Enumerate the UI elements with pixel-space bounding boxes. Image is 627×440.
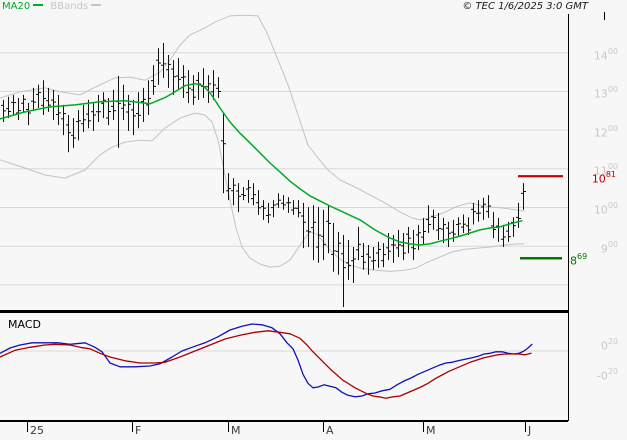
x-axis-month-label: F: [135, 424, 142, 437]
copyright-timestamp: © TEC 1/6/2025 3:0 GMT: [462, 1, 588, 12]
price-axis-label: 900: [600, 240, 618, 256]
ma20-legend-label: MA20: [2, 1, 31, 12]
support-value-label: 869: [570, 252, 588, 268]
macd-pane-title: MACD: [8, 318, 41, 331]
resistance-value-label: 1081: [591, 170, 616, 186]
bbands-legend-dash-icon: [91, 4, 102, 6]
price-axis-label: 1300: [593, 85, 618, 101]
price-axis-label: 1200: [593, 124, 618, 140]
price-axis-label: 1100: [593, 162, 618, 178]
x-axis-month-label: M: [426, 424, 436, 437]
price-axis-label: 1400: [593, 47, 618, 63]
price-axis-label: 1000: [593, 201, 618, 217]
macd-top-border: [0, 310, 568, 313]
macd-signal-line: [0, 330, 532, 399]
ma20-legend-dash-icon: [33, 4, 44, 6]
bbands-legend-label: BBands: [50, 1, 89, 12]
bollinger-upper-band: [0, 14, 525, 221]
x-axis-month-label: A: [326, 424, 334, 437]
macd-axis-label: 020: [600, 337, 618, 353]
macd-axis-label: -020: [596, 367, 618, 383]
x-axis-month-label: 25: [30, 424, 44, 437]
x-axis-line: [0, 420, 568, 422]
bollinger-lower-band: [0, 112, 525, 272]
x-axis-month-label: M: [231, 424, 241, 437]
axis-cursor-tick: [604, 12, 605, 20]
ma20-line: [0, 82, 523, 246]
legend: MA20 BBands: [2, 1, 105, 13]
x-axis-month-label: J: [528, 424, 532, 437]
macd-macd-line: [0, 323, 533, 398]
